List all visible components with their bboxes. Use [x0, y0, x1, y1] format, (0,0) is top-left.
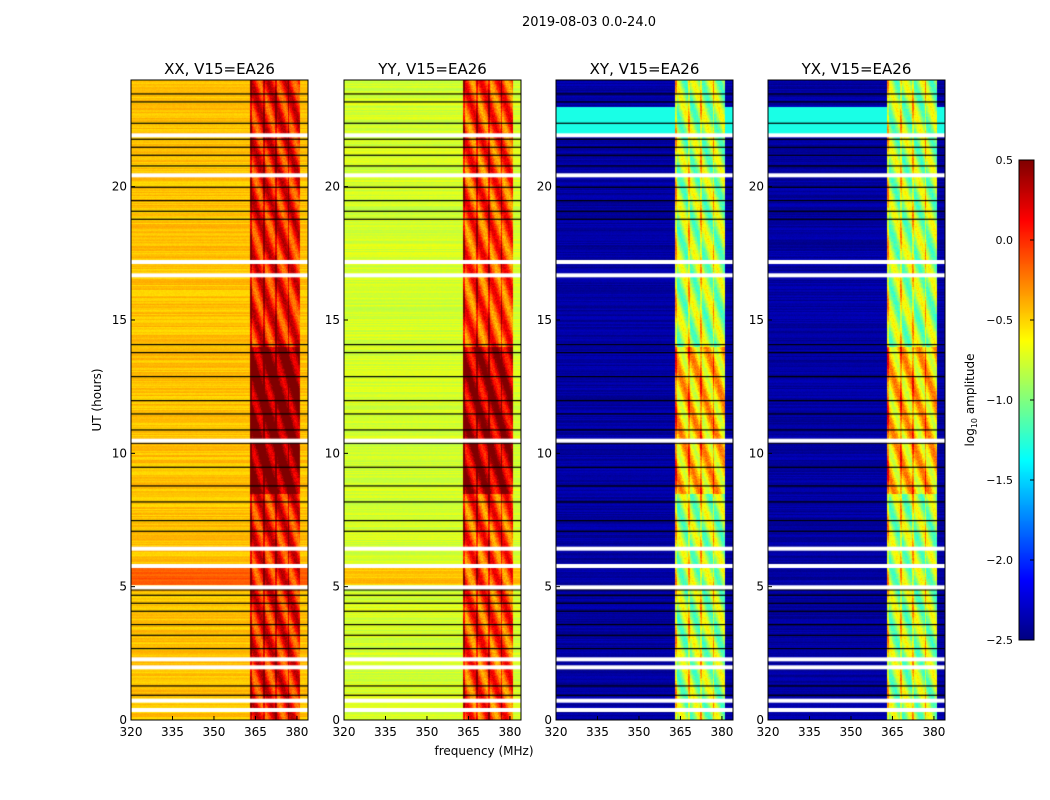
x-tick-label: 335 [161, 725, 184, 739]
panel-title: XX, V15=EA26 [164, 60, 275, 78]
x-tick-label: 335 [374, 725, 397, 739]
y-tick-label: 0 [119, 713, 127, 727]
y-tick-label: 15 [537, 313, 552, 327]
y-tick-label: 15 [325, 313, 340, 327]
x-tick-label: 335 [586, 725, 609, 739]
x-tick-label: 350 [628, 725, 651, 739]
x-tick-label: 380 [922, 725, 945, 739]
heatmap-yy [344, 80, 521, 720]
x-tick-label: 365 [881, 725, 904, 739]
panel-title: YY, V15=EA26 [377, 60, 487, 78]
y-tick-label: 10 [325, 446, 340, 460]
x-tick-label: 350 [840, 725, 863, 739]
y-tick-label: 20 [537, 180, 552, 194]
x-tick-label: 350 [203, 725, 226, 739]
y-tick-label: 5 [756, 580, 764, 594]
x-tick-label: 380 [710, 725, 733, 739]
x-tick-label: 365 [244, 725, 267, 739]
x-tick-label: 380 [498, 725, 521, 739]
colorbar-tick-label: −0.5 [986, 314, 1013, 327]
y-tick-label: 5 [119, 580, 127, 594]
colorbar-tick-label: −1.5 [986, 474, 1013, 487]
y-tick-label: 20 [325, 180, 340, 194]
y-tick-label: 0 [756, 713, 764, 727]
y-tick-label: 20 [112, 180, 127, 194]
suptitle: 2019-08-03 0.0-24.0 [522, 15, 656, 30]
panel-frame [343, 79, 522, 721]
panel-frame [130, 79, 309, 721]
x-tick-label: 335 [798, 725, 821, 739]
x-axis-label: frequency (MHz) [434, 744, 533, 758]
colorbar-tick-label: −2.0 [986, 554, 1013, 567]
colorbar-tick-label: 0.5 [996, 154, 1014, 167]
panel-title: XY, V15=EA26 [590, 60, 700, 78]
x-tick-label: 380 [285, 725, 308, 739]
y-axis-label: UT (hours) [90, 368, 104, 431]
panel-frame [767, 79, 946, 721]
y-tick-label: 5 [332, 580, 340, 594]
y-tick-label: 15 [749, 313, 764, 327]
heatmap-yx [768, 80, 945, 720]
y-tick-label: 10 [749, 446, 764, 460]
heatmap-xy [556, 80, 733, 720]
x-tick-label: 350 [416, 725, 439, 739]
x-tick-label: 365 [669, 725, 692, 739]
heatmap-xx [131, 80, 308, 720]
colorbar-tick-label: 0.0 [996, 234, 1014, 247]
y-tick-label: 0 [332, 713, 340, 727]
x-tick-label: 320 [333, 725, 356, 739]
panel-title: YX, V15=EA26 [801, 60, 912, 78]
colorbar-tick-label: −1.0 [986, 394, 1013, 407]
y-tick-label: 0 [544, 713, 552, 727]
x-tick-label: 320 [120, 725, 143, 739]
y-tick-label: 5 [544, 580, 552, 594]
colorbar-label: log10 amplitude [963, 354, 979, 447]
y-tick-label: 10 [537, 446, 552, 460]
y-tick-label: 10 [112, 446, 127, 460]
x-tick-label: 320 [545, 725, 568, 739]
colorbar-tick-label: −2.5 [986, 634, 1013, 647]
x-tick-label: 365 [457, 725, 480, 739]
colorbar [1019, 160, 1034, 640]
y-tick-label: 15 [112, 313, 127, 327]
panel-frame [555, 79, 734, 721]
y-tick-label: 20 [749, 180, 764, 194]
x-tick-label: 320 [757, 725, 780, 739]
